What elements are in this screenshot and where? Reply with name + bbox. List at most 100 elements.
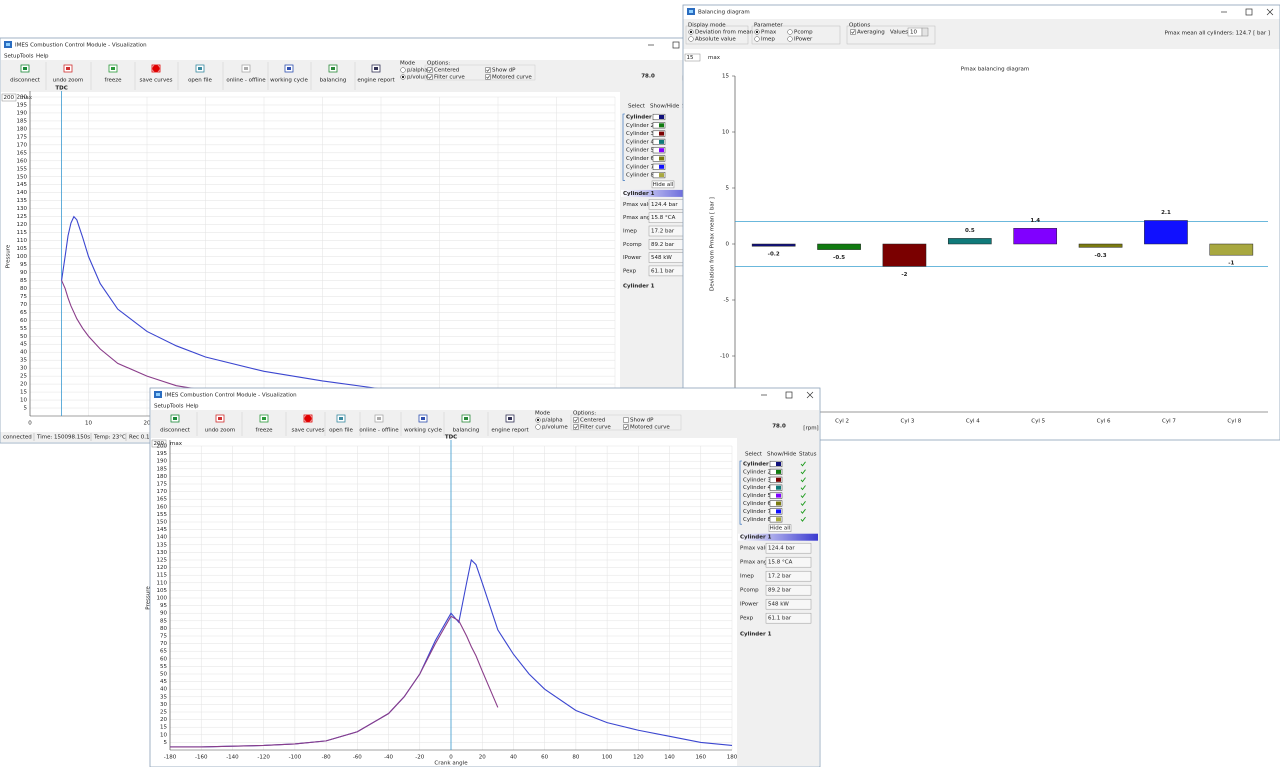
scale-max-input[interactable] bbox=[151, 439, 167, 448]
toolbar-button-label[interactable]: working cycle bbox=[270, 78, 308, 84]
toolbar-icon[interactable] bbox=[152, 65, 160, 72]
radio-button[interactable] bbox=[787, 29, 793, 35]
option-label[interactable]: Filter curve bbox=[434, 75, 465, 81]
close-button[interactable] bbox=[806, 391, 814, 399]
menu-item[interactable]: Tools bbox=[19, 54, 34, 60]
toolbar-button-label[interactable]: disconnect bbox=[160, 428, 191, 434]
radio-label[interactable]: Pmax bbox=[761, 30, 777, 36]
cylinder-name[interactable]: Cylinder 8 bbox=[626, 173, 655, 179]
hide-all-button[interactable] bbox=[768, 524, 792, 532]
cylinder-name[interactable]: Cylinder 4 bbox=[743, 485, 772, 491]
hide-all-label[interactable]: Hide all bbox=[770, 526, 791, 532]
toolbar-button-label[interactable]: freeze bbox=[104, 78, 122, 84]
cylinder-name[interactable]: Cylinder 2 bbox=[743, 469, 771, 475]
checkbox[interactable] bbox=[485, 74, 491, 80]
scale-max-input[interactable] bbox=[684, 53, 701, 62]
close-button[interactable] bbox=[1266, 8, 1274, 16]
option-label[interactable]: Centered bbox=[434, 68, 459, 74]
cylinder-name[interactable]: Cylinder 6 bbox=[626, 156, 655, 162]
menu-item[interactable]: Help bbox=[36, 54, 49, 60]
mode-option[interactable]: p/volume bbox=[542, 425, 568, 431]
menu-item[interactable]: Setup bbox=[4, 54, 21, 60]
cylinder-name[interactable]: Cylinder 6 bbox=[743, 501, 772, 507]
toolbar-button-label[interactable]: open file bbox=[329, 428, 353, 434]
toolbar-button-label[interactable]: save curves bbox=[292, 428, 325, 434]
toolbar-button-label[interactable]: online - offline bbox=[226, 78, 266, 84]
y-tick-label: 10 bbox=[20, 398, 27, 404]
mode-option[interactable]: p/alpha bbox=[407, 68, 428, 74]
radio-button[interactable] bbox=[787, 36, 793, 42]
option-label[interactable]: Motored curve bbox=[630, 425, 670, 431]
option-label[interactable]: Show dP bbox=[492, 68, 516, 74]
toolbar-button-label[interactable]: balancing bbox=[320, 78, 347, 84]
maximize-button[interactable] bbox=[785, 391, 793, 399]
status-text: Time: 150098.150s bbox=[36, 435, 90, 441]
scale-max-input[interactable] bbox=[1, 93, 17, 102]
hide-all-label[interactable]: Hide all bbox=[653, 182, 674, 188]
scale-max-value[interactable]: 200 bbox=[154, 441, 165, 447]
cylinder-name[interactable]: Cylinder 3 bbox=[743, 477, 772, 483]
scale-max-value[interactable]: 15 bbox=[687, 55, 694, 61]
cylinder-name[interactable]: Cylinder 1 bbox=[743, 462, 775, 468]
cylinder-name[interactable]: Cylinder 2 bbox=[626, 123, 654, 129]
spinner[interactable] bbox=[921, 27, 929, 37]
cylinder-name[interactable]: Cylinder 4 bbox=[626, 139, 655, 145]
radio-label[interactable]: IPower bbox=[794, 37, 813, 43]
toolbar-button-label[interactable]: engine report bbox=[491, 428, 529, 434]
bar bbox=[882, 243, 927, 267]
radio-label[interactable]: Deviation from mean bbox=[695, 30, 754, 36]
toolbar-button-label[interactable]: save curves bbox=[140, 78, 173, 84]
toolbar-button-label[interactable]: working cycle bbox=[404, 428, 442, 434]
values-input-text[interactable]: 10 bbox=[910, 30, 917, 36]
checkbox[interactable] bbox=[623, 417, 629, 423]
cylinder-name[interactable]: Cylinder 5 bbox=[743, 493, 772, 499]
toolbar-button-label[interactable]: undo zoom bbox=[53, 78, 84, 84]
option-label[interactable]: Motored curve bbox=[492, 75, 532, 81]
toolbar-icon[interactable] bbox=[304, 415, 312, 422]
mode-option[interactable]: p/volume bbox=[407, 75, 433, 81]
mode-option[interactable]: p/alpha bbox=[542, 418, 563, 424]
toolbar-button-label[interactable]: undo zoom bbox=[205, 428, 236, 434]
maximize-button[interactable] bbox=[1245, 8, 1253, 16]
checkbox[interactable] bbox=[485, 67, 491, 73]
y-tick-label: 120 bbox=[157, 565, 168, 571]
radio-label[interactable]: Imep bbox=[761, 37, 775, 43]
checkbox[interactable] bbox=[427, 67, 433, 73]
cylinder-name[interactable]: Cylinder 7 bbox=[743, 509, 772, 515]
radio-button[interactable] bbox=[535, 424, 541, 430]
hide-all-button[interactable] bbox=[651, 180, 675, 189]
toolbar-button-label[interactable]: open file bbox=[188, 78, 212, 84]
menu-item[interactable]: Help bbox=[186, 404, 199, 410]
radio-label[interactable]: Pcomp bbox=[794, 30, 813, 36]
toolbar-button-label[interactable]: engine report bbox=[357, 78, 395, 84]
cylinder-name[interactable]: Cylinder 5 bbox=[626, 148, 655, 154]
checkbox[interactable] bbox=[427, 74, 433, 80]
param-label: Pcomp bbox=[623, 242, 642, 248]
checkbox[interactable] bbox=[623, 424, 629, 430]
toolbar-button-label[interactable]: disconnect bbox=[10, 78, 41, 84]
radio-button[interactable] bbox=[400, 67, 406, 73]
checkbox[interactable] bbox=[573, 424, 579, 430]
cylinder-name[interactable]: Cylinder 8 bbox=[743, 517, 772, 523]
cylinder-name[interactable]: Cylinder 1 bbox=[626, 115, 658, 121]
checkbox[interactable] bbox=[573, 417, 579, 423]
option-label[interactable]: Filter curve bbox=[580, 425, 611, 431]
radio-label[interactable]: Absolute value bbox=[695, 37, 736, 43]
scale-max-value[interactable]: 200 bbox=[4, 95, 15, 101]
cylinder-name[interactable]: Cylinder 7 bbox=[626, 164, 655, 170]
cylinder-name[interactable]: Cylinder 3 bbox=[626, 131, 655, 137]
toolbar-button-label[interactable]: balancing bbox=[453, 428, 480, 434]
radio-button[interactable] bbox=[754, 36, 760, 42]
option-label[interactable]: Centered bbox=[580, 418, 605, 424]
x-tick-label: -80 bbox=[322, 755, 331, 761]
toolbar-button-label[interactable]: online - offline bbox=[359, 428, 399, 434]
maximize-button[interactable] bbox=[672, 41, 680, 49]
option-label[interactable]: Show dP bbox=[630, 418, 654, 424]
toolbar-button-label[interactable]: freeze bbox=[255, 428, 273, 434]
checkbox[interactable] bbox=[850, 29, 856, 35]
checkbox-label[interactable]: Averaging bbox=[857, 30, 885, 36]
radio-button[interactable] bbox=[688, 36, 694, 42]
menu-item[interactable]: Tools bbox=[169, 404, 184, 410]
menu-item[interactable]: Setup bbox=[154, 404, 171, 410]
y-tick-label: 140 bbox=[157, 535, 168, 541]
